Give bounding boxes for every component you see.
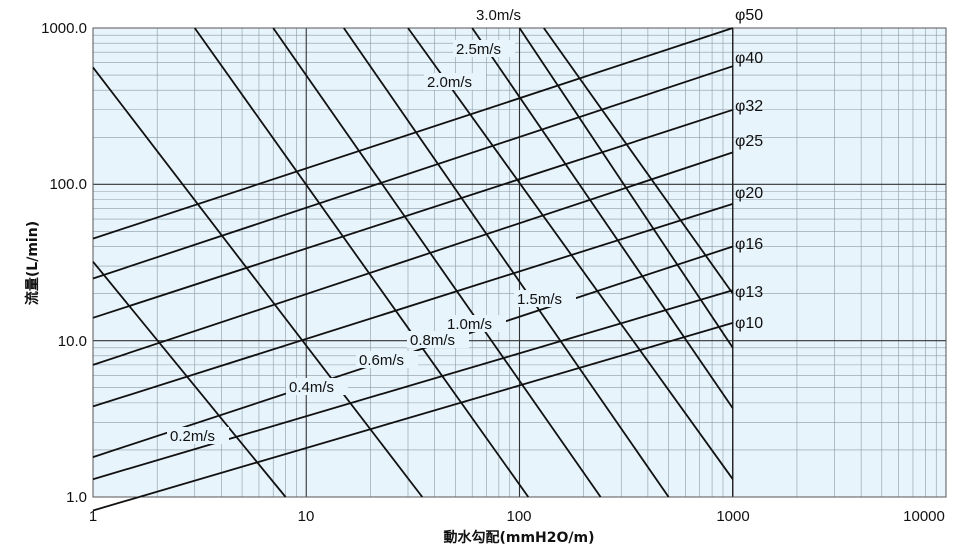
diameter-label: φ25 xyxy=(735,133,763,150)
x-tick-label: 10 xyxy=(298,508,315,525)
diameter-line xyxy=(92,27,734,240)
velocity-line xyxy=(92,261,287,498)
diameter-label: φ50 xyxy=(735,7,763,24)
velocity-label: 0.2m/s xyxy=(170,428,215,445)
major-grid xyxy=(93,28,946,497)
x-tick-label: 100 xyxy=(506,508,531,525)
diameter-line xyxy=(92,289,734,481)
diameter-label: φ20 xyxy=(735,185,763,202)
y-tick-label: 10.0 xyxy=(58,333,87,350)
x-tick-labels: 1 10 100 1000 10000 xyxy=(89,508,945,525)
velocity-label: 0.4m/s xyxy=(289,379,334,396)
x-tick-label: 1000 xyxy=(716,508,749,525)
velocity-lines xyxy=(92,27,734,498)
diameter-line xyxy=(92,65,734,280)
velocity-label: 2.5m/s xyxy=(456,41,501,58)
velocity-label: 0.6m/s xyxy=(359,352,404,369)
velocity-line xyxy=(343,27,670,498)
y-tick-label: 100.0 xyxy=(49,176,87,193)
diameter-label: φ10 xyxy=(735,315,763,332)
diameter-label: φ16 xyxy=(735,236,763,253)
y-tick-label: 1.0 xyxy=(66,489,87,506)
velocity-line xyxy=(407,27,734,480)
velocity-label: 3.0m/s xyxy=(476,7,521,24)
diameter-label: φ40 xyxy=(735,50,763,67)
diameter-line xyxy=(92,322,734,512)
x-axis-label: 動水勾配(mmH2O/m) xyxy=(443,529,594,546)
diameter-labels: φ10 φ13 φ16 φ20 φ25 φ32 φ40 φ50 xyxy=(735,7,763,332)
velocity-label: 1.5m/s xyxy=(517,291,562,308)
diameter-label: φ32 xyxy=(735,98,763,115)
x-tick-label: 10000 xyxy=(903,508,945,525)
velocity-line xyxy=(543,27,734,295)
velocity-label: 1.0m/s xyxy=(447,316,492,333)
velocity-line xyxy=(193,27,530,498)
x-tick-label: 1 xyxy=(89,508,97,525)
velocity-labels: 0.2m/s 0.4m/s 0.6m/s 0.8m/s 1.0m/s 1.5m/… xyxy=(167,6,576,445)
diameter-label: φ13 xyxy=(735,284,763,301)
y-axis-label: 流量(L/min) xyxy=(24,221,41,305)
velocity-label: 0.8m/s xyxy=(410,332,455,349)
y-tick-labels: 1.0 10.0 100.0 1000.0 xyxy=(41,20,87,506)
velocity-line xyxy=(471,27,734,409)
diameter-line xyxy=(92,203,734,408)
velocity-line xyxy=(92,66,424,498)
y-tick-label: 1000.0 xyxy=(41,20,87,37)
velocity-line xyxy=(518,27,734,349)
velocity-label: 2.0m/s xyxy=(427,74,472,91)
velocity-line xyxy=(272,27,602,498)
